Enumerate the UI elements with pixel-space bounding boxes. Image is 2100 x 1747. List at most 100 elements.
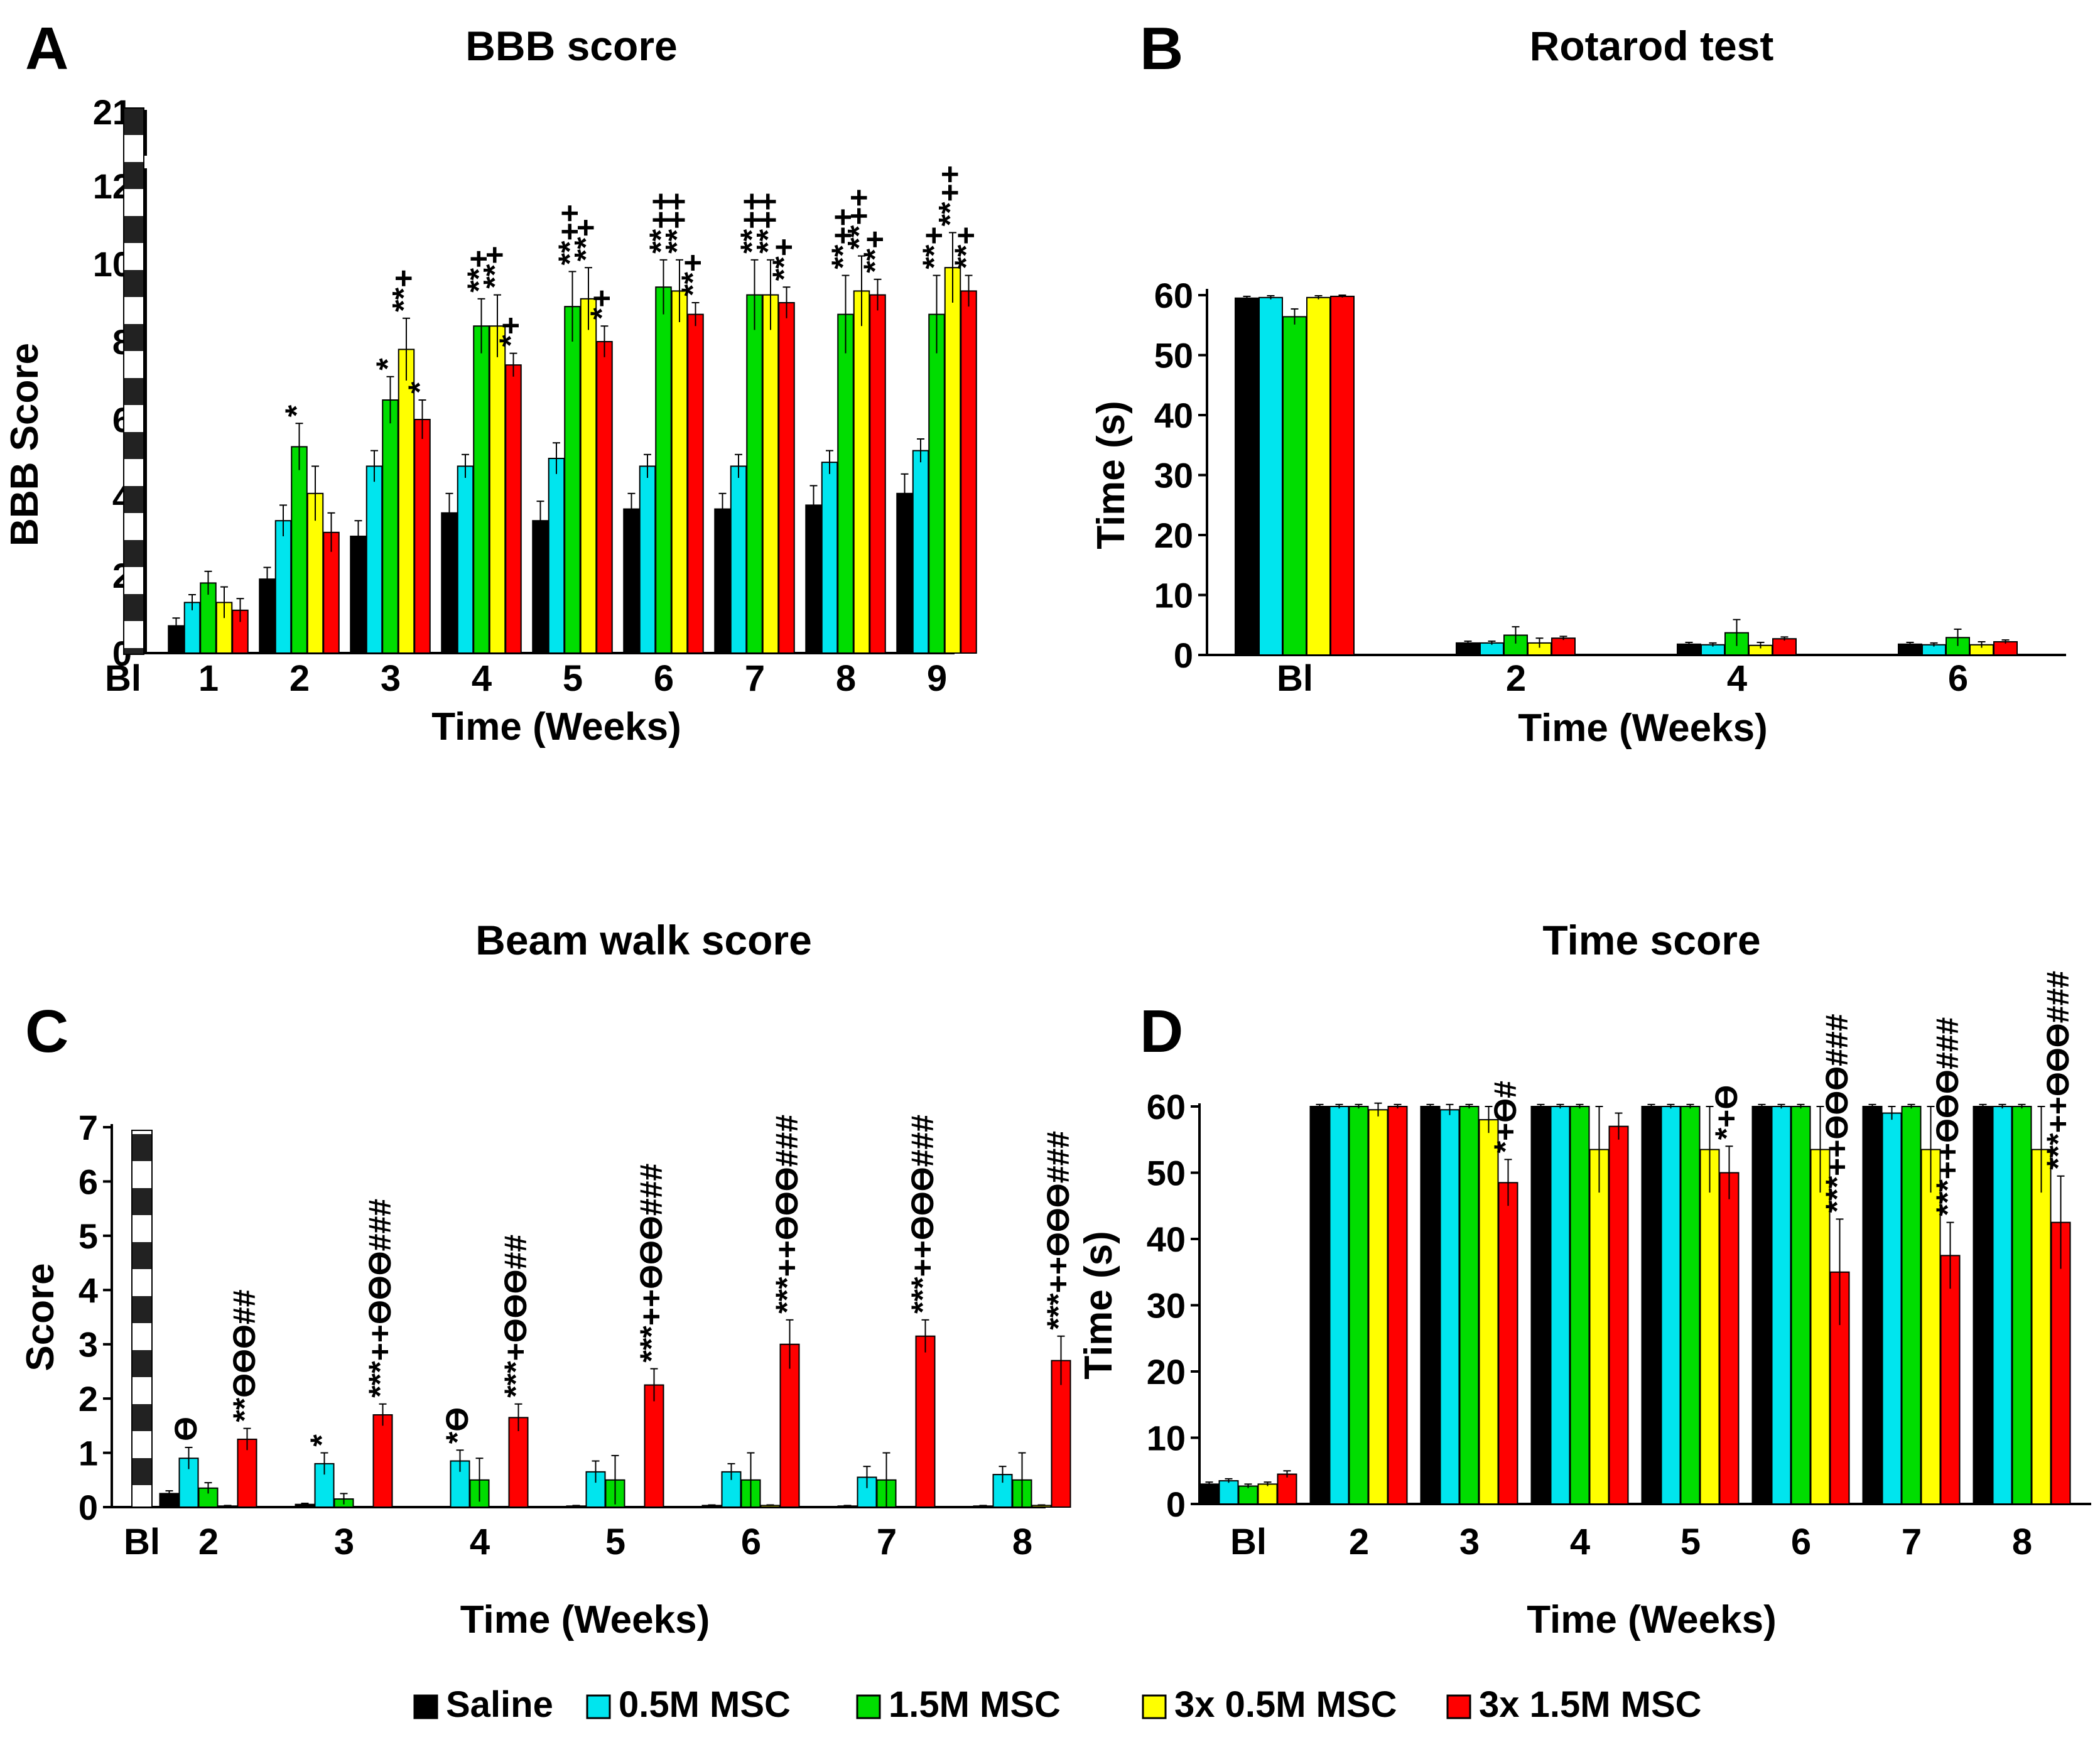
panel-c-beam-walk-score: C Beam walk score Time (Weeks) Score 0 1 2 3 4 5 6… bbox=[19, 917, 1076, 1642]
y-tick-label: 50 bbox=[1154, 336, 1193, 376]
y-tick-label: 0 bbox=[78, 1488, 98, 1527]
y-tick-label: 20 bbox=[1154, 516, 1193, 555]
x-axis-label: Time (Weeks) bbox=[1518, 706, 1767, 750]
significance-marker: **+ bbox=[766, 238, 801, 281]
y-tick-label: 0 bbox=[1166, 1485, 1186, 1524]
bar-b-3x-0-5m-msc-Bl bbox=[1306, 296, 1331, 656]
x-tick-label: 4 bbox=[1570, 1522, 1590, 1562]
bar-a-0-5m-msc-8 bbox=[821, 462, 838, 654]
bar-a-3x-1-5m-msc-5 bbox=[596, 341, 613, 654]
y-tick-label: 20 bbox=[1147, 1352, 1186, 1392]
y-tick-label: 60 bbox=[1147, 1087, 1186, 1127]
significance-marker: **++ bbox=[659, 192, 695, 253]
x-tick-label: 4 bbox=[470, 1522, 490, 1562]
bar-d-saline-2 bbox=[1309, 1106, 1330, 1505]
bar-a-3x-0-5m-msc-4 bbox=[489, 325, 506, 654]
bar-a-1-5m-msc-3 bbox=[382, 399, 399, 654]
x-tick-label-baseline: Bl bbox=[105, 658, 141, 699]
x-tick-label: 2 bbox=[198, 1522, 219, 1562]
chart-title: BBB score bbox=[465, 23, 677, 69]
x-tick-label: 7 bbox=[745, 658, 765, 699]
x-tick-label: 4 bbox=[1727, 658, 1747, 699]
bar-a-1-5m-msc-7 bbox=[746, 294, 763, 654]
significance-marker: **ϴϴϴ## bbox=[227, 1289, 262, 1422]
y-tick-label: 4 bbox=[78, 1270, 98, 1310]
significance-marker: **+ bbox=[568, 219, 603, 261]
x-axis-label: Time (Weeks) bbox=[1527, 1598, 1776, 1642]
bar-d-1-5m-msc-6 bbox=[1790, 1106, 1811, 1505]
panel-letter: B bbox=[1140, 15, 1183, 82]
bar-d-3x-0-5m-msc-5 bbox=[1699, 1149, 1720, 1505]
bar-d-1-5m-msc-3 bbox=[1459, 1106, 1480, 1505]
bar-a-saline-6 bbox=[623, 508, 640, 654]
bar-d-saline-7 bbox=[1862, 1106, 1883, 1505]
bar-a-1-5m-msc-8 bbox=[837, 313, 854, 654]
x-tick-label: 5 bbox=[563, 658, 583, 699]
legend-swatch bbox=[413, 1694, 438, 1719]
y-tick-label: 0 bbox=[1174, 636, 1193, 675]
significance-marker: ***++ϴϴϴ### bbox=[1819, 1014, 1854, 1213]
bar-d-3x-1-5m-msc-4 bbox=[1608, 1125, 1629, 1505]
significance-marker: * bbox=[304, 1434, 339, 1447]
significance-marker: **+ bbox=[948, 226, 983, 269]
bar-a-1-5m-msc-5 bbox=[564, 306, 581, 654]
bar-d-3x-1-5m-msc-Bl bbox=[1277, 1473, 1297, 1505]
significance-marker: **++ bbox=[933, 165, 968, 226]
significance-marker: *+ bbox=[584, 289, 619, 320]
bar-d-3x-1-5m-msc-3 bbox=[1498, 1182, 1518, 1505]
legend-swatch bbox=[856, 1694, 881, 1719]
significance-marker: * bbox=[370, 358, 405, 370]
bar-c-3x-1-5m-msc-5 bbox=[644, 1384, 664, 1508]
x-tick-label-baseline: Bl bbox=[124, 1522, 160, 1562]
bar-a-saline-2 bbox=[259, 578, 276, 654]
bar-a-0-5m-msc-5 bbox=[548, 458, 565, 654]
y-tick-label: 50 bbox=[1147, 1154, 1186, 1193]
bar-d-1-5m-msc-2 bbox=[1348, 1106, 1369, 1505]
bar-d-saline-8 bbox=[1973, 1106, 1993, 1505]
bar-a-saline-8 bbox=[805, 504, 822, 654]
x-tick-label: 5 bbox=[1681, 1522, 1701, 1562]
bar-d-1-5m-msc-7 bbox=[1901, 1106, 1922, 1505]
x-tick-label: 4 bbox=[472, 658, 492, 699]
x-tick-label: 2 bbox=[1349, 1522, 1369, 1562]
bar-d-0-5m-msc-Bl bbox=[1218, 1480, 1239, 1505]
significance-marker: ***++ϴϴϴ### bbox=[1930, 1017, 1965, 1216]
bar-b-1-5m-msc-Bl bbox=[1282, 316, 1307, 656]
bar-a-3x-0-5m-msc-9 bbox=[944, 267, 961, 654]
bar-a-3x-1-5m-msc-9 bbox=[960, 290, 977, 654]
bar-a-3x-1-5m-msc-7 bbox=[778, 302, 795, 654]
baseline-checker-column bbox=[123, 107, 144, 655]
significance-marker: *+ϴ# bbox=[1488, 1081, 1523, 1153]
chart-title: Beam walk score bbox=[475, 917, 812, 963]
legend: Saline 0.5M MSC 1.5M MSC 3x 0.5M MSC 3x 1.5M… bbox=[413, 1684, 1702, 1725]
y-axis-label: BBB Score bbox=[3, 343, 46, 546]
significance-marker: **+ bbox=[461, 250, 496, 293]
significance-marker: * bbox=[279, 404, 314, 417]
x-tick-label: 3 bbox=[381, 658, 401, 699]
y-tick-label: 10 bbox=[1147, 1419, 1186, 1458]
x-tick-label: 6 bbox=[741, 1522, 761, 1562]
bar-a-3x-0-5m-msc-5 bbox=[580, 298, 597, 654]
x-tick-label: 9 bbox=[927, 658, 947, 699]
bar-d-3x-1-5m-msc-7 bbox=[1940, 1255, 1961, 1505]
bar-d-saline-5 bbox=[1641, 1106, 1662, 1505]
significance-marker: **+ bbox=[386, 269, 421, 312]
x-tick-label: 7 bbox=[1902, 1522, 1922, 1562]
significance-marker: **++ bbox=[734, 192, 769, 253]
bar-a-saline-3 bbox=[350, 536, 367, 654]
bar-a-3x-1-5m-msc-4 bbox=[505, 364, 522, 654]
bar-d-3x-1-5m-msc-5 bbox=[1719, 1172, 1740, 1505]
bar-b-3x-1-5m-msc-2 bbox=[1551, 637, 1576, 656]
y-tick-label: 30 bbox=[1154, 456, 1193, 495]
x-axis-label: Time (Weeks) bbox=[431, 705, 681, 749]
bar-d-saline-3 bbox=[1420, 1106, 1441, 1505]
x-tick-label: 8 bbox=[2012, 1522, 2032, 1562]
y-tick-label: 40 bbox=[1154, 396, 1193, 435]
significance-marker: **+ bbox=[916, 226, 951, 269]
x-tick-label: 2 bbox=[1506, 658, 1526, 699]
bar-d-3x-1-5m-msc-8 bbox=[2050, 1221, 2071, 1505]
significance-marker: **++ bbox=[750, 192, 786, 253]
panel-b-rotarod-test: B Rotarod test Time (Weeks) Time (s) 0 10 20 30… bbox=[1090, 15, 2066, 750]
bar-a-0-5m-msc-9 bbox=[912, 450, 929, 654]
